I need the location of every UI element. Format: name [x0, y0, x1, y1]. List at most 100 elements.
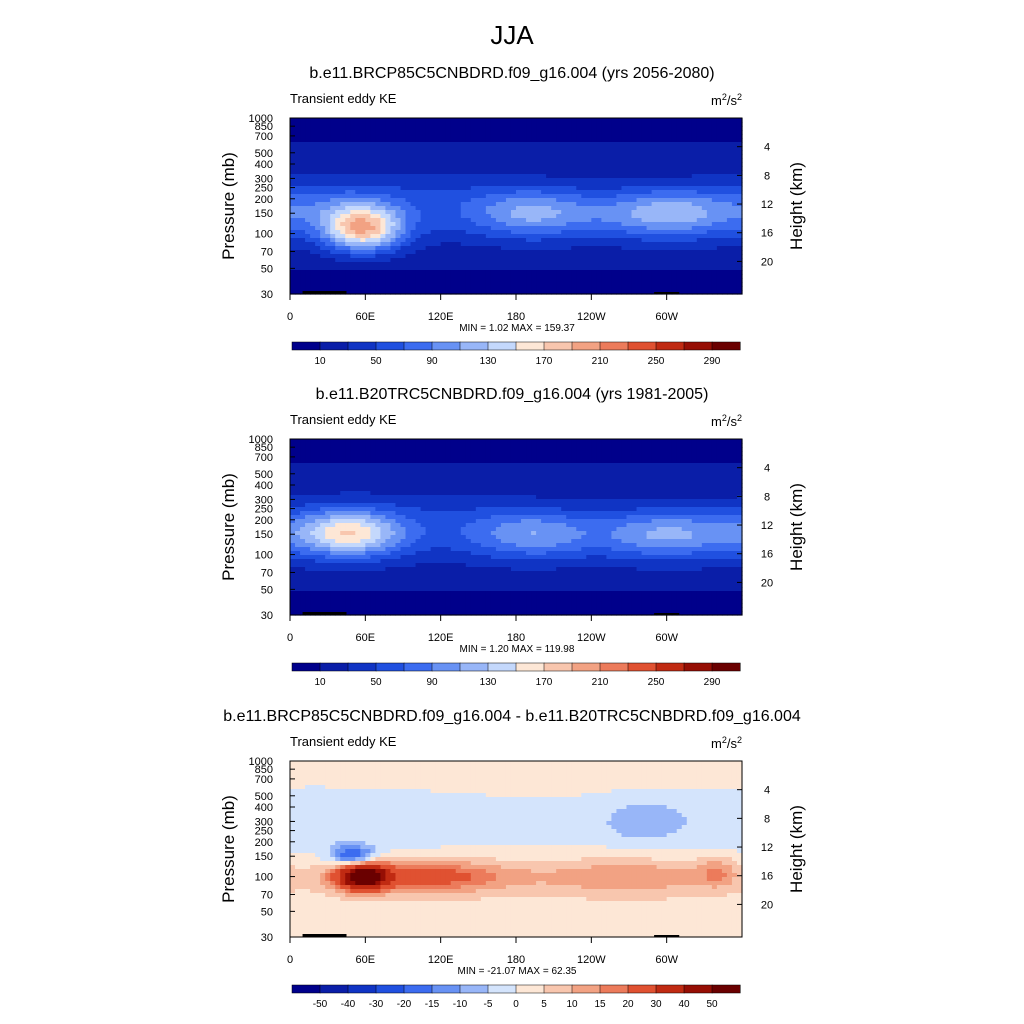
heatmap-cell [445, 290, 452, 295]
heatmap-cell [571, 447, 577, 452]
heatmap-cell [320, 122, 326, 127]
heatmap-cell [370, 142, 376, 147]
heatmap-cell [395, 182, 402, 187]
heatmap-cell [375, 443, 381, 448]
heatmap-cell [691, 154, 698, 159]
heatmap-cell [335, 447, 341, 452]
heatmap-cell [656, 230, 663, 235]
heatmap-cell [586, 178, 592, 183]
heatmap-cell [475, 170, 482, 175]
heatmap-cell [631, 210, 638, 215]
heatmap-cell [526, 126, 532, 131]
heatmap-cell [445, 206, 452, 211]
heatmap-cell [526, 158, 532, 163]
heatmap-cell [661, 202, 668, 207]
heatmap-cell [495, 262, 502, 267]
heatmap-cell [500, 290, 507, 295]
heatmap-cell [541, 238, 547, 243]
heatmap-cell [611, 455, 618, 460]
heatmap-cell [295, 443, 301, 448]
heatmap-cell [400, 198, 407, 203]
heatmap-cell [541, 190, 547, 195]
heatmap-cell [581, 459, 587, 464]
heatmap-cell [601, 439, 607, 444]
heatmap-cell [591, 202, 597, 207]
heatmap-cell [721, 282, 728, 287]
heatmap-cell [335, 439, 341, 444]
heatmap-cell [546, 471, 552, 476]
heatmap-cell [355, 467, 361, 472]
heatmap-cell [350, 162, 356, 167]
heatmap-cell [490, 467, 497, 472]
heatmap-cell [681, 455, 688, 460]
colorbar-box [487, 341, 517, 351]
heatmap-cell [621, 459, 628, 464]
heatmap-cell [355, 166, 361, 171]
heatmap-cell [676, 250, 683, 255]
heatmap-cell [606, 202, 613, 207]
heatmap-cell [450, 270, 457, 275]
heatmap-cell [726, 174, 733, 179]
heatmap-cell [340, 230, 346, 235]
heatmap-cell [485, 451, 492, 456]
heatmap-cell [325, 122, 331, 127]
heatmap-cell [646, 126, 653, 131]
heatmap-cell [631, 162, 638, 167]
heatmap-cell [696, 258, 703, 263]
heatmap-cell [736, 254, 743, 259]
heatmap-cell [576, 246, 582, 251]
heatmap-cell [350, 178, 356, 183]
panel-title: b.e11.BRCP85C5CNBDRD.f09_g16.004 (yrs 20… [309, 65, 714, 82]
heatmap-cell [290, 451, 296, 456]
heatmap-cell [435, 471, 442, 476]
heatmap-cell [360, 138, 366, 143]
heatmap-cell [460, 122, 467, 127]
heatmap-cell [591, 475, 597, 480]
heatmap-cell [310, 158, 316, 163]
heatmap-cell [606, 178, 613, 183]
heatmap-cell [465, 170, 472, 175]
heatmap-cell [420, 162, 427, 167]
heatmap-cell [526, 166, 532, 171]
heatmap-cell [546, 130, 552, 135]
heatmap-cell [475, 439, 482, 444]
heatmap-cell [440, 138, 447, 143]
heatmap-cell [350, 138, 356, 143]
heatmap-cell [355, 170, 361, 175]
heatmap-cell [546, 439, 552, 444]
heatmap-cell [345, 479, 351, 484]
heatmap-cell [375, 210, 381, 215]
heatmap-cell [410, 222, 417, 227]
heatmap-cell [561, 134, 567, 139]
heatmap-cell [636, 202, 643, 207]
heatmap-cell [601, 447, 607, 452]
heatmap-cell [611, 439, 618, 444]
heatmap-cell [510, 250, 517, 255]
heatmap-cell [310, 146, 316, 151]
heatmap-cell [395, 154, 402, 159]
heatmap-cell [711, 439, 718, 444]
heatmap-cell [536, 146, 542, 151]
heatmap-cell [576, 222, 582, 227]
heatmap-cell [320, 439, 326, 444]
heatmap-cell [546, 266, 552, 271]
heatmap-cell [365, 150, 371, 155]
heatmap-cell [420, 146, 427, 151]
heatmap-cell [676, 190, 683, 195]
heatmap-cell [360, 150, 366, 155]
heatmap-cell [726, 443, 733, 448]
heatmap-cell [521, 122, 527, 127]
heatmap-cell [531, 174, 537, 179]
heatmap-cell [676, 286, 683, 291]
heatmap-cell [345, 126, 351, 131]
heatmap-cell [691, 278, 698, 283]
heatmap-cell [340, 282, 346, 287]
heatmap-cell [601, 262, 607, 267]
heatmap-cell [581, 270, 587, 275]
heatmap-cell [355, 210, 361, 215]
heatmap-cell [410, 174, 417, 179]
heatmap-cell [521, 250, 527, 255]
heatmap-cell [596, 475, 602, 480]
heatmap-cell [325, 118, 331, 123]
heatmap-cell [606, 254, 613, 259]
